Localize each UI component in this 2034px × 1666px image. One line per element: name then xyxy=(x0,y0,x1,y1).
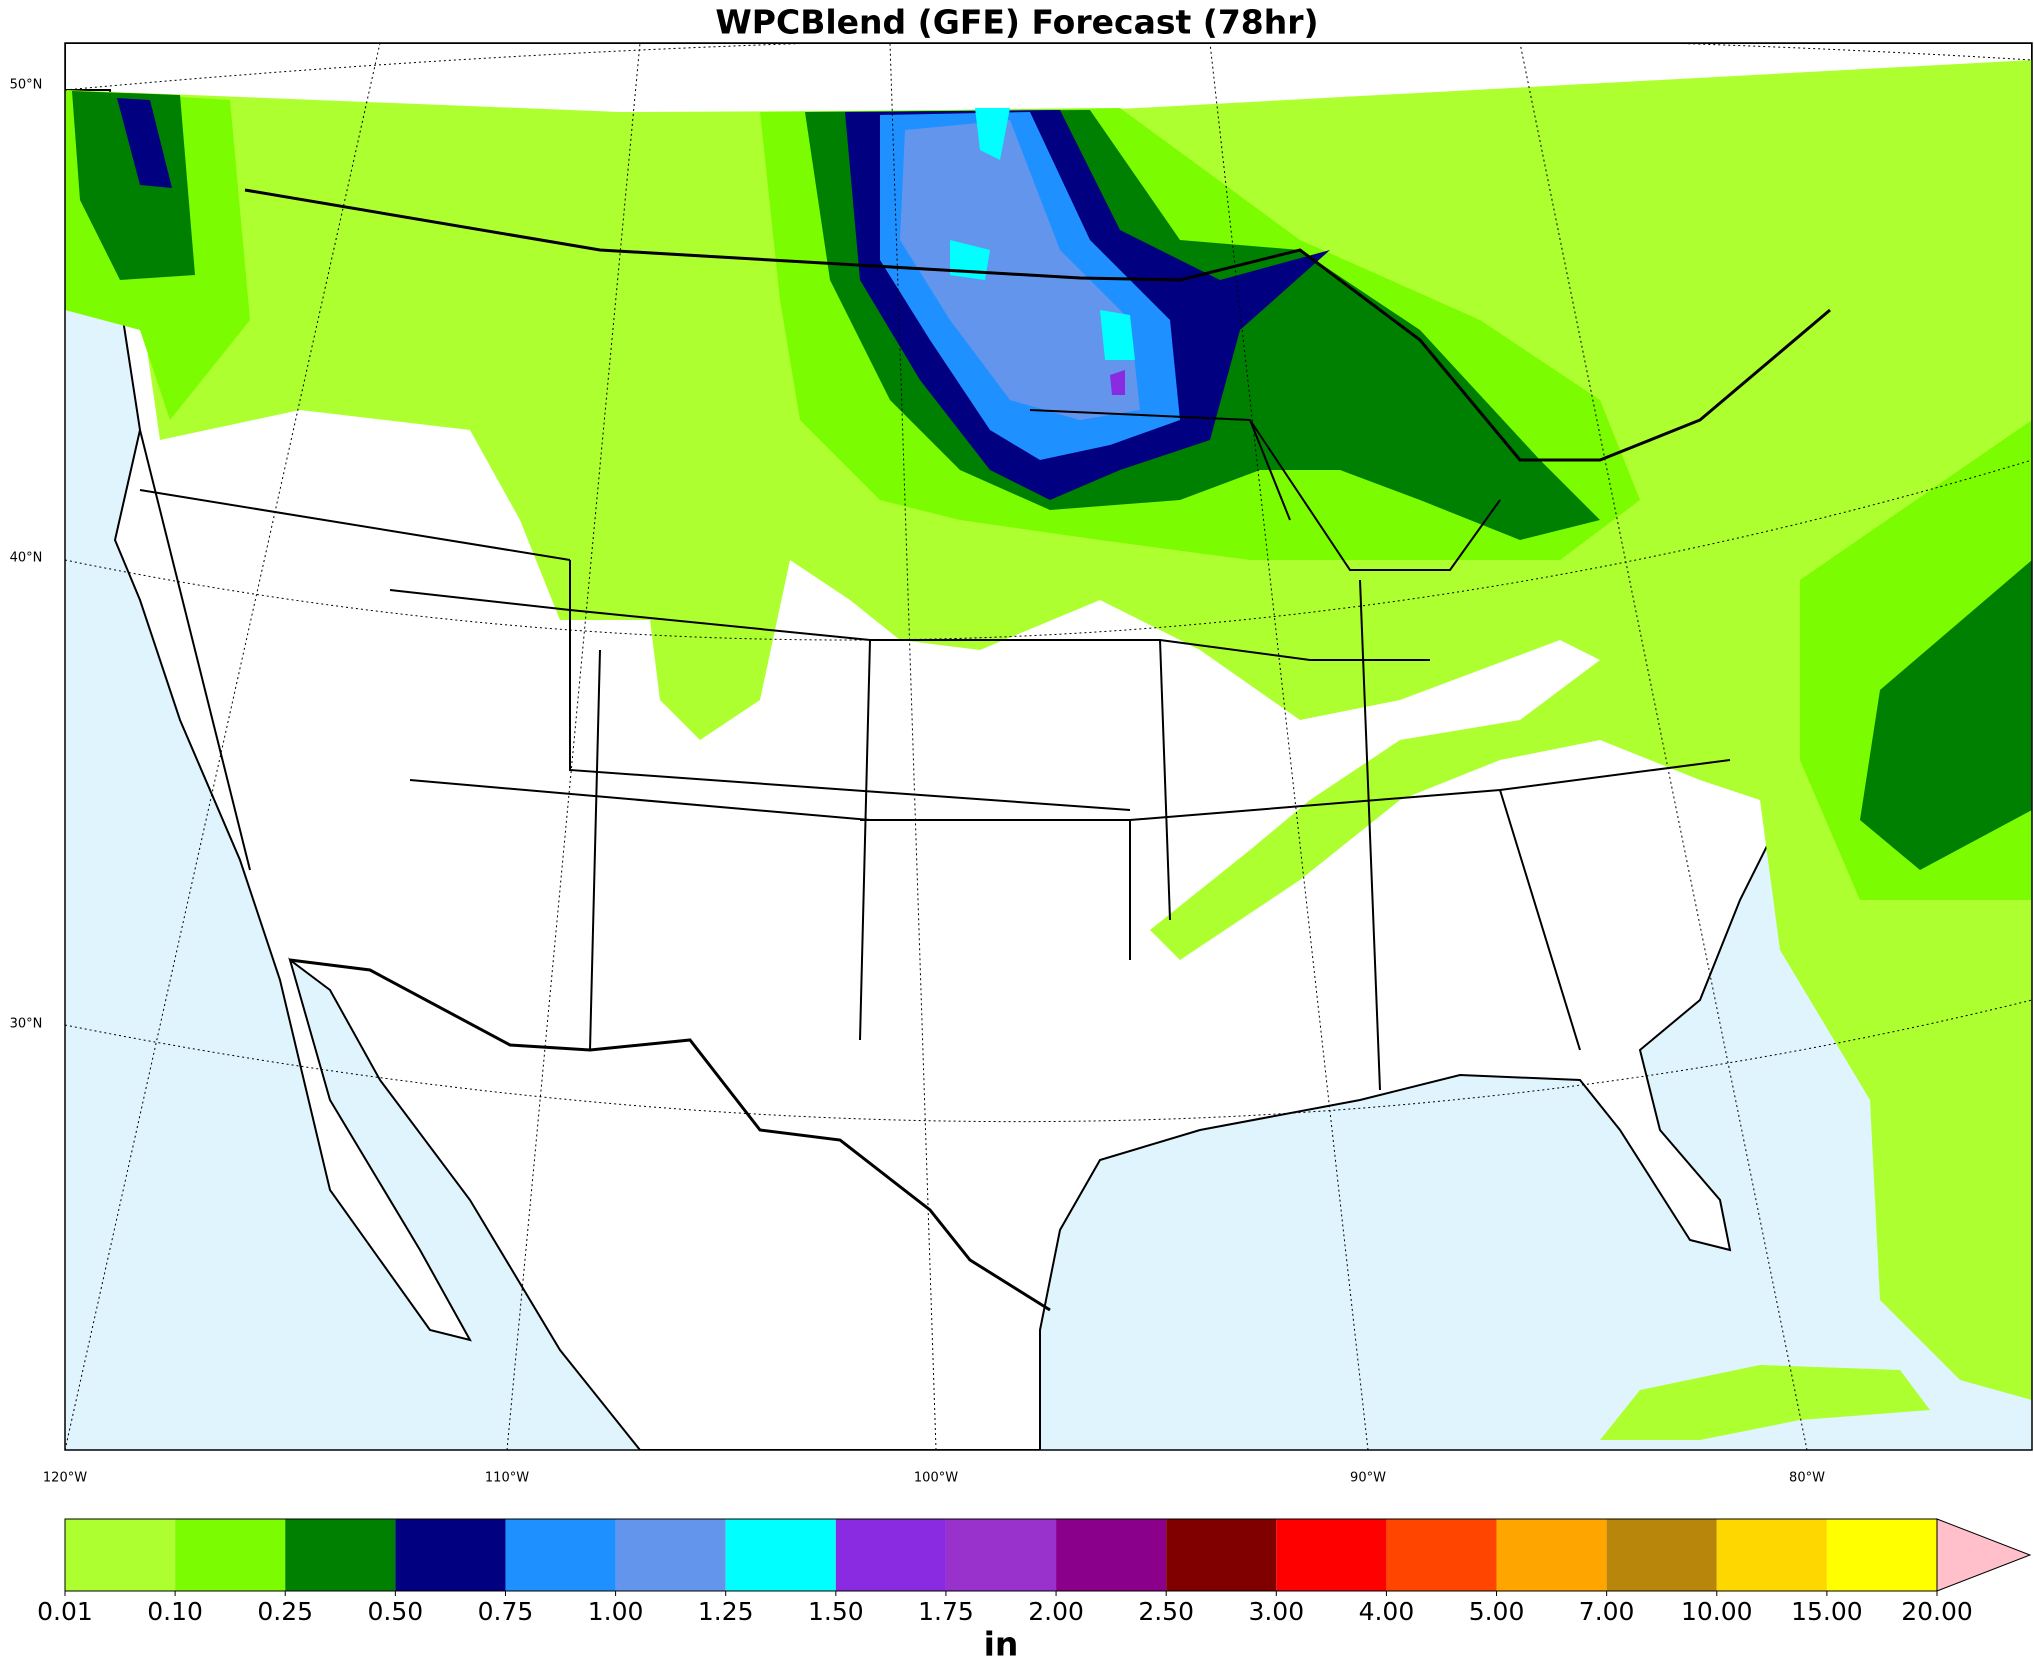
colorbar-bin xyxy=(175,1519,286,1591)
colorbar-tick-label: 5.00 xyxy=(1469,1597,1525,1626)
colorbar-bin xyxy=(65,1519,176,1591)
precip-area xyxy=(900,120,1140,420)
colorbar-bin xyxy=(395,1519,506,1591)
precip-area xyxy=(1600,1365,1930,1440)
graticule xyxy=(65,43,2032,1450)
map xyxy=(65,43,2032,1450)
colorbar-tick-label: 3.00 xyxy=(1248,1597,1304,1626)
colorbar-tick-label: 2.00 xyxy=(1028,1597,1084,1626)
colorbar-bin xyxy=(725,1519,836,1591)
colorbar: 0.01 0.10 0.25 0.50 0.75 1.00 1.25 1.50 1.75 2.00… xyxy=(37,1518,2032,1664)
colorbar-bin xyxy=(835,1519,946,1591)
lon-label: 120°W xyxy=(43,1471,87,1486)
colorbar-tick-label: 0.75 xyxy=(478,1597,534,1626)
colorbar-tick-label: 1.50 xyxy=(808,1597,864,1626)
colorbar-tick-label: 0.01 xyxy=(37,1597,93,1626)
precip-area xyxy=(72,91,195,280)
colorbar-tick-label: 10.00 xyxy=(1681,1597,1753,1626)
colorbar-tick-label: 2.50 xyxy=(1138,1597,1194,1626)
lon-label: 100°W xyxy=(914,1471,958,1486)
lon-label: 110°W xyxy=(485,1471,529,1486)
lat-label: 40°N xyxy=(10,551,43,566)
borders xyxy=(139,188,1831,1312)
colorbar-bin xyxy=(1056,1519,1167,1591)
colorbar-tick-label: 0.25 xyxy=(257,1597,313,1626)
precip-area xyxy=(1860,560,2032,870)
lat-label: 50°N xyxy=(10,78,43,93)
axis-labels: 50°N 40°N 30°N 120°W 110°W 100°W 90°W 80°W xyxy=(10,78,1825,1486)
colorbar-bin xyxy=(1166,1519,1277,1591)
colorbar-tick-label: 1.00 xyxy=(588,1597,644,1626)
colorbar-tick-label: 20.00 xyxy=(1901,1597,1973,1626)
colorbar-unit: in xyxy=(984,1625,1019,1664)
colorbar-bin xyxy=(1826,1519,1937,1591)
colorbar-bin xyxy=(1496,1519,1607,1591)
precip-area xyxy=(950,108,1135,360)
colorbar-tick-label: 1.75 xyxy=(918,1597,974,1626)
colorbar-bin xyxy=(615,1519,726,1591)
colorbar-bin xyxy=(1606,1519,1717,1591)
colorbar-bin xyxy=(285,1519,396,1591)
colorbar-tick-label: 0.10 xyxy=(147,1597,203,1626)
colorbar-tick-label: 4.00 xyxy=(1359,1597,1415,1626)
colorbar-bin xyxy=(1276,1519,1387,1591)
colorbar-extension xyxy=(1936,1518,2032,1592)
precip-area xyxy=(1110,370,1125,395)
colorbar-bin xyxy=(505,1519,616,1591)
precip-area xyxy=(117,98,172,188)
colorbar-bin xyxy=(945,1519,1057,1591)
colorbar-bin xyxy=(1386,1519,1497,1591)
colorbar-tick-label: 0.50 xyxy=(368,1597,424,1626)
lon-label: 90°W xyxy=(1350,1471,1386,1486)
map-title: WPCBlend (GFE) Forecast (78hr) xyxy=(715,3,1318,42)
colorbar-frame xyxy=(64,1518,1938,1592)
colorbar-tick-label: 15.00 xyxy=(1791,1597,1863,1626)
colorbar-tick-label: 1.25 xyxy=(698,1597,754,1626)
lon-label: 80°W xyxy=(1789,1471,1825,1486)
map-frame xyxy=(64,42,2033,1451)
precip xyxy=(65,60,2032,1440)
colorbar-bin xyxy=(1716,1519,1827,1591)
lat-label: 30°N xyxy=(10,1017,43,1032)
colorbar-tick-label: 7.00 xyxy=(1579,1597,1635,1626)
